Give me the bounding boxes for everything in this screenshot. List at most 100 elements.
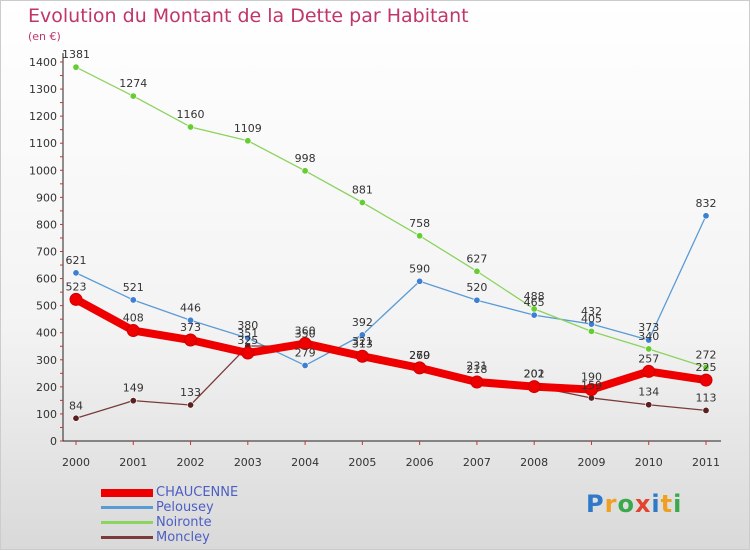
series-line-noironte — [75, 66, 707, 369]
data-label: 380 — [237, 319, 258, 332]
data-label: 313 — [352, 337, 373, 350]
data-label: 190 — [581, 371, 602, 384]
data-point-noironte — [72, 63, 80, 71]
data-point-chaucenne — [527, 380, 541, 394]
data-point-chaucenne — [126, 324, 140, 338]
data-point-chaucenne — [355, 349, 369, 363]
data-label: 881 — [352, 184, 373, 197]
data-point-pelousey — [702, 212, 710, 220]
data-label: 202 — [524, 367, 545, 380]
y-tick-label: 100 — [36, 408, 57, 421]
data-point-noironte — [702, 363, 710, 371]
data-label: 1381 — [62, 48, 90, 61]
data-label: 325 — [237, 334, 258, 347]
data-label: 134 — [638, 386, 659, 399]
y-tick-label: 300 — [36, 354, 57, 367]
x-tick-label: 2003 — [234, 456, 262, 469]
data-label: 133 — [180, 386, 201, 399]
data-point-noironte — [358, 199, 366, 207]
data-point-moncley — [187, 401, 195, 409]
data-label: 590 — [409, 262, 430, 275]
data-point-pelousey — [187, 316, 195, 324]
data-label: 758 — [409, 217, 430, 230]
data-point-pelousey — [129, 296, 137, 304]
series-line-pelousey — [75, 215, 707, 367]
data-label: 392 — [352, 316, 373, 329]
data-point-chaucenne — [642, 364, 656, 378]
data-point-moncley — [645, 401, 653, 409]
logo-letter: i — [673, 490, 683, 518]
data-label: 321 — [352, 335, 373, 348]
x-tick-label: 2009 — [577, 456, 605, 469]
data-point-chaucenne — [413, 361, 427, 375]
x-tick-label: 2006 — [406, 456, 434, 469]
data-point-chaucenne — [699, 373, 713, 387]
data-label: 351 — [237, 327, 258, 340]
y-tick-label: 700 — [36, 246, 57, 259]
data-label: 405 — [581, 312, 602, 325]
data-label: 408 — [123, 312, 144, 325]
data-point-noironte — [587, 327, 595, 335]
legend-label: Pelousey — [156, 500, 214, 515]
x-tick-label: 2011 — [692, 456, 720, 469]
data-label: 270 — [409, 349, 430, 362]
data-label: 1274 — [119, 77, 147, 90]
logo-letter: r — [604, 490, 618, 518]
x-tick-label: 2001 — [119, 456, 147, 469]
legend-swatch — [101, 521, 153, 524]
y-tick-label: 200 — [36, 381, 57, 394]
data-label: 621 — [66, 254, 87, 267]
x-tick-label: 2000 — [62, 456, 90, 469]
proxiti-logo: Proxiti — [586, 490, 682, 518]
series-line-chaucenne — [72, 295, 710, 394]
legend-swatch — [101, 536, 153, 539]
data-point-chaucenne — [241, 346, 255, 360]
y-tick-label: 0 — [50, 435, 57, 448]
data-label: 832 — [696, 197, 717, 210]
logo-letter: o — [617, 490, 635, 518]
data-point-noironte — [473, 267, 481, 275]
y-tick-label: 1200 — [29, 110, 57, 123]
data-point-pelousey — [72, 269, 80, 277]
data-label: 257 — [638, 352, 659, 365]
data-label: 432 — [581, 305, 602, 318]
logo-letter: P — [586, 490, 605, 518]
data-label: 84 — [69, 399, 83, 412]
data-point-noironte — [244, 137, 252, 145]
y-tick-label: 1300 — [29, 83, 57, 96]
y-tick-label: 800 — [36, 218, 57, 231]
logo-letter: t — [660, 490, 674, 518]
data-label: 350 — [295, 327, 316, 340]
legend-label: Moncley — [156, 530, 210, 545]
x-tick-label: 2008 — [520, 456, 548, 469]
data-point-chaucenne — [184, 333, 198, 347]
data-point-moncley — [129, 397, 137, 405]
data-point-noironte — [187, 123, 195, 131]
data-point-moncley — [702, 406, 710, 414]
data-label: 218 — [466, 363, 487, 376]
data-point-chaucenne — [470, 375, 484, 389]
data-point-pelousey — [244, 334, 252, 342]
data-point-noironte — [129, 92, 137, 100]
data-label: 269 — [409, 349, 430, 362]
x-tick-label: 2007 — [463, 456, 491, 469]
data-label: 231 — [466, 359, 487, 372]
x-tick-label: 2004 — [291, 456, 319, 469]
data-label: 373 — [180, 321, 201, 334]
legend-swatch — [101, 506, 153, 509]
data-point-noironte — [530, 305, 538, 313]
y-tick-label: 600 — [36, 273, 57, 286]
data-label: 1160 — [177, 108, 205, 121]
chart-title: Evolution du Montant de la Dette par Hab… — [28, 5, 469, 27]
data-label: 520 — [466, 281, 487, 294]
data-label: 113 — [696, 391, 717, 404]
data-label: 1109 — [234, 122, 262, 135]
x-tick-label: 2002 — [177, 456, 205, 469]
y-tick-label: 400 — [36, 327, 57, 340]
data-label: 340 — [638, 330, 659, 343]
data-point-pelousey — [416, 277, 424, 285]
chart-subtitle: (en €) — [28, 30, 61, 43]
data-label: 225 — [696, 361, 717, 374]
data-label: 360 — [295, 325, 316, 338]
